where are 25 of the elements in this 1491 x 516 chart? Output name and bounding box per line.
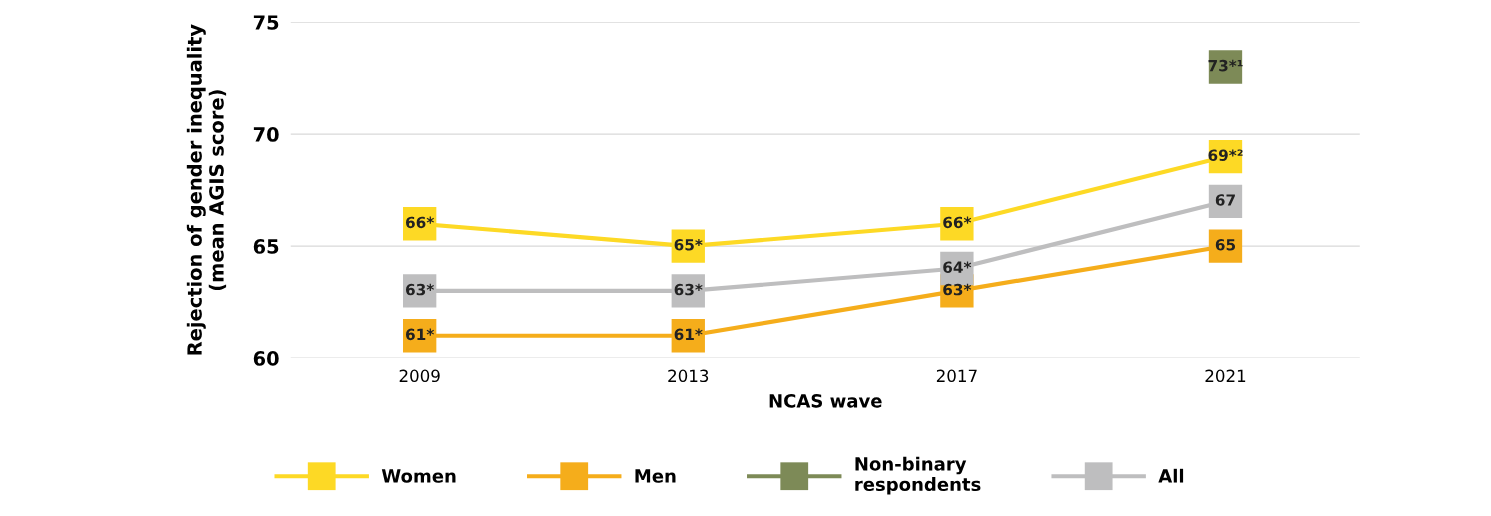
data-label: 63* xyxy=(674,283,703,296)
data-label: 63* xyxy=(406,283,434,296)
y-axis-title: Rejection of gender inequality (mean AGIS score) xyxy=(186,24,227,355)
x-tick-label: 2013 xyxy=(668,369,709,383)
x-tick-label: 2009 xyxy=(399,369,440,383)
data-label: 63* xyxy=(943,283,972,296)
data-label: 61* xyxy=(406,328,434,341)
data-label: 66* xyxy=(406,216,434,229)
data-label: 67 xyxy=(1215,194,1235,206)
data-label: 61* xyxy=(674,328,703,341)
y-tick-label: 70 xyxy=(253,127,279,142)
legend-label: All xyxy=(1158,468,1184,483)
data-label: 65 xyxy=(1215,239,1236,251)
data-label: 66* xyxy=(943,216,972,229)
x-axis-title: NCAS wave xyxy=(769,394,882,408)
legend-label: Men xyxy=(635,469,676,483)
data-label: 64* xyxy=(943,261,972,273)
data-label: 65* xyxy=(674,239,703,251)
y-tick-label: 75 xyxy=(253,15,279,30)
y-tick-label: 60 xyxy=(253,351,279,366)
legend-label: Women xyxy=(381,469,456,483)
x-tick-label: 2021 xyxy=(1205,369,1246,383)
legend-label: Non-binary respondents xyxy=(855,456,981,495)
y-tick-label: 65 xyxy=(253,239,279,254)
x-tick-label: 2017 xyxy=(936,369,977,383)
